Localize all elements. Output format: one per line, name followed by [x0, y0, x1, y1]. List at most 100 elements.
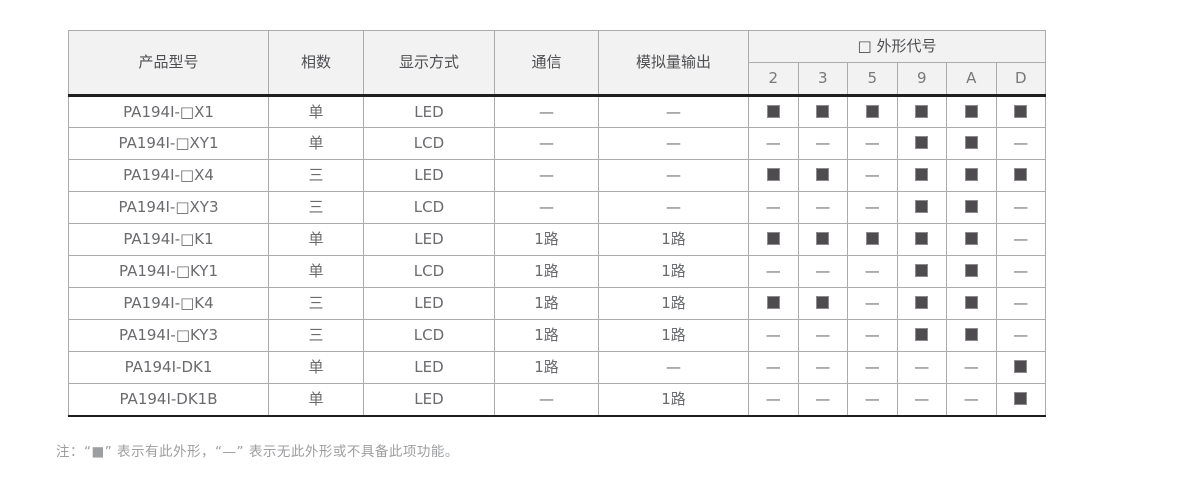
shape-code-D: D: [995, 62, 1046, 96]
comm-cell: —: [494, 383, 599, 416]
spec-table-container: 产品型号 相数 显示方式 通信 模拟量输出 □ 外形代号 2 3 5 9 A D…: [68, 30, 1046, 417]
shape-present-cell: [896, 319, 947, 352]
display-cell: LED: [363, 159, 495, 192]
filled-square-icon: [964, 168, 978, 181]
filled-square-icon: [766, 232, 780, 245]
filled-square-icon: [915, 168, 929, 181]
filled-square-icon: [766, 168, 780, 181]
filled-square-icon: [865, 104, 879, 118]
phase-cell: 单: [268, 127, 364, 160]
footnote: 注：“■” 表示有此外形，“—” 表示无此外形或不具备此项功能。: [56, 440, 459, 460]
col-header-product-model: 产品型号: [68, 30, 269, 96]
shape-absent-cell: —: [748, 351, 799, 384]
comm-cell: —: [494, 95, 599, 128]
col-header-analog-output: 模拟量输出: [598, 30, 749, 96]
filled-square-icon: [915, 328, 929, 341]
header-row-shape-codes: 2 3 5 9 A D: [69, 62, 1046, 96]
spec-table: 产品型号 相数 显示方式 通信 模拟量输出 □ 外形代号 2 3 5 9 A D…: [68, 30, 1046, 417]
table-row: PA194I-DK1B 单 LED —1路 — — — — —: [68, 383, 1046, 416]
model-cell: PA194I-□X4: [68, 159, 269, 192]
shape-present-cell: [896, 287, 947, 320]
table-row: PA194I-□X1 单 LED — —: [68, 95, 1046, 128]
phase-cell: 三: [268, 159, 364, 192]
shape-code-A: A: [946, 62, 997, 96]
phase-cell: 单: [268, 351, 364, 384]
shape-present-cell: [946, 159, 997, 192]
shape-present-cell: [896, 159, 947, 192]
table-row: PA194I-□K4 三 LED 1路 1路 — —: [68, 287, 1046, 320]
display-cell: LED: [363, 351, 495, 384]
shape-absent-cell: —: [847, 287, 898, 320]
filled-square-icon: [816, 104, 830, 118]
shape-present-cell: [995, 159, 1046, 192]
shape-absent-cell: —: [946, 351, 997, 384]
shape-present-cell: [748, 159, 799, 192]
analog-cell: 1路: [598, 255, 749, 288]
comm-cell: 1路: [494, 223, 599, 256]
shape-present-cell: [748, 287, 799, 320]
table-row: PA194I-□KY1 单 LCD 1路 1路 — — — —: [68, 255, 1046, 288]
shape-absent-cell: —: [995, 223, 1046, 256]
shape-absent-cell: —: [847, 255, 898, 288]
phase-cell: 单: [268, 223, 364, 256]
comm-cell: 1路: [494, 351, 599, 384]
shape-present-cell: [896, 223, 947, 256]
shape-absent-cell: —: [847, 383, 898, 416]
model-cell: PA194I-□XY1: [68, 127, 269, 160]
header-row-main: 产品型号 相数 显示方式 通信 模拟量输出 □ 外形代号: [68, 30, 1046, 96]
phase-cell: 单: [268, 95, 364, 128]
comm-cell: —: [494, 127, 599, 160]
col-header-phase: 相数: [268, 30, 364, 96]
shape-present-cell: [797, 95, 848, 128]
shape-code-5: 5: [847, 62, 898, 96]
model-cell: PA194I-□KY1: [68, 255, 269, 288]
shape-present-cell: [797, 287, 848, 320]
shape-absent-cell: —: [946, 383, 997, 416]
shape-absent-cell: —: [995, 287, 1046, 320]
phase-cell: 单: [268, 383, 364, 416]
filled-square-icon: [1014, 168, 1028, 181]
table-row: PA194I-□KY3 三 LCD 1路 1路 — — — —: [68, 319, 1046, 352]
phase-cell: 三: [268, 191, 364, 224]
table-row: PA194I-□X4 三 LED — — —: [68, 159, 1046, 192]
filled-square-icon: [915, 296, 929, 309]
filled-square-icon: [865, 232, 879, 245]
display-cell: LCD: [363, 127, 495, 160]
footnote-text: 注：“■” 表示有此外形，“—” 表示无此外形或不具备此项功能。: [56, 444, 459, 460]
table-row: PA194I-□XY1 单 LCD — — — — — —: [68, 127, 1046, 160]
analog-cell: —: [598, 127, 749, 160]
table-header: 产品型号 相数 显示方式 通信 模拟量输出 □ 外形代号 2 3 5 9 A D: [68, 30, 1046, 96]
shape-absent-cell: —: [847, 159, 898, 192]
col-header-shape-code-group: □ 外形代号: [748, 30, 1046, 63]
filled-square-icon: [964, 104, 978, 118]
filled-square-icon: [964, 232, 978, 245]
analog-cell: 1路: [598, 383, 749, 416]
filled-square-icon: [964, 328, 978, 341]
shape-absent-cell: —: [797, 351, 848, 384]
phase-cell: 单: [268, 255, 364, 288]
phase-cell: 三: [268, 319, 364, 352]
comm-cell: —: [494, 159, 599, 192]
shape-code-3: 3: [797, 62, 848, 96]
shape-present-cell: [896, 191, 947, 224]
model-cell: PA194I-□K4: [68, 287, 269, 320]
model-cell: PA194I-□X1: [68, 95, 269, 128]
shape-present-cell: [946, 287, 997, 320]
shape-present-cell: [995, 351, 1046, 384]
analog-cell: 1路: [598, 287, 749, 320]
shape-present-cell: [797, 159, 848, 192]
table-row: PA194I-□XY3 三 LCD — — — — — —: [68, 191, 1046, 224]
shape-present-cell: [847, 223, 898, 256]
shape-absent-cell: —: [995, 255, 1046, 288]
analog-cell: —: [598, 191, 749, 224]
shape-absent-cell: —: [748, 127, 799, 160]
shape-present-cell: [748, 223, 799, 256]
filled-square-icon: [964, 296, 978, 309]
shape-code-9: 9: [896, 62, 947, 96]
display-cell: LCD: [363, 191, 495, 224]
display-cell: LCD: [363, 255, 495, 288]
comm-cell: 1路: [494, 255, 599, 288]
shape-present-cell: [995, 95, 1046, 128]
shape-present-cell: [847, 95, 898, 128]
shape-present-cell: [946, 95, 997, 128]
